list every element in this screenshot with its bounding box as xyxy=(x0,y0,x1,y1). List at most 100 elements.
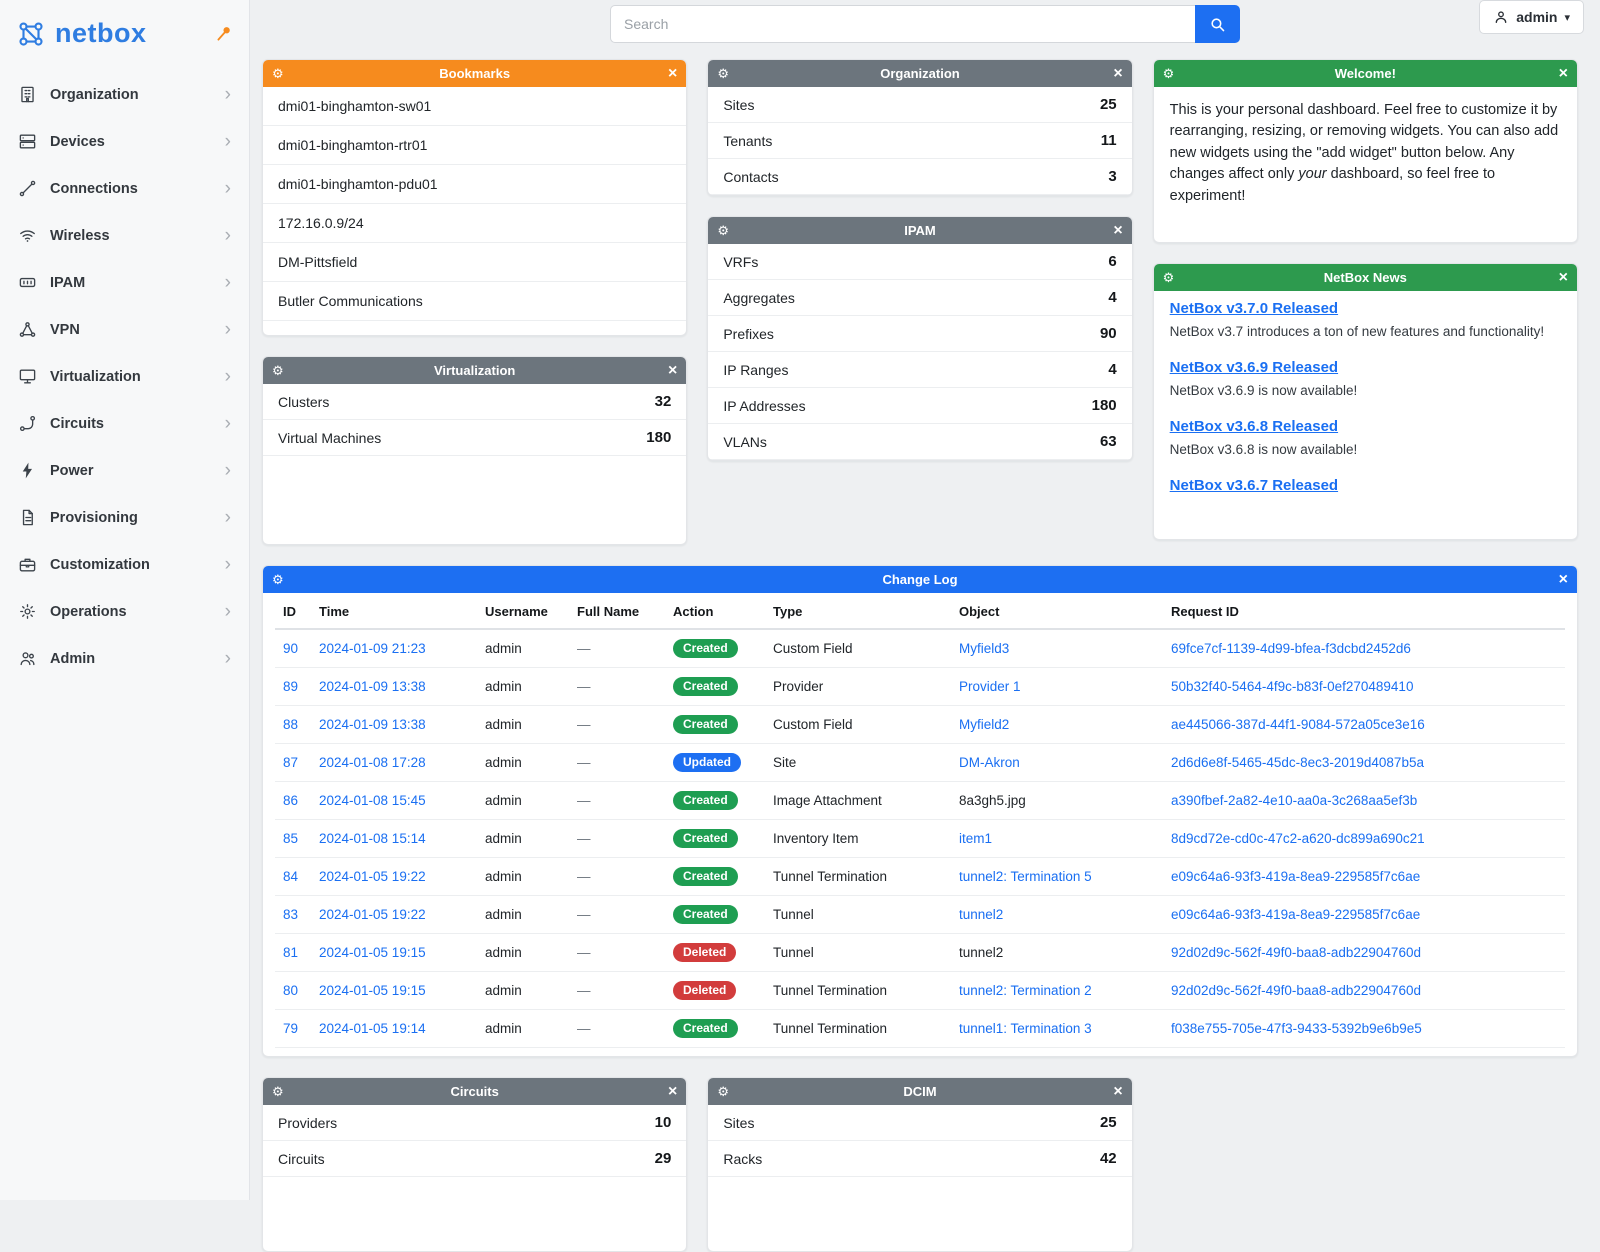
change-time-link[interactable]: 2024-01-08 15:45 xyxy=(319,793,426,808)
change-id-link[interactable]: 87 xyxy=(283,755,299,770)
change-time-link[interactable]: 2024-01-09 13:38 xyxy=(319,679,426,694)
change-time-link[interactable]: 2024-01-08 15:14 xyxy=(319,831,426,846)
sidebar-item-devices[interactable]: Devices › xyxy=(0,118,249,165)
stat-row-sites[interactable]: Sites 25 xyxy=(708,1105,1132,1141)
change-id-link[interactable]: 86 xyxy=(283,793,299,808)
request-id-link[interactable]: e09c64a6-93f3-419a-8ea9-229585f7c6ae xyxy=(1171,907,1421,922)
widget-config-icon[interactable]: ⚙ xyxy=(1162,270,1175,285)
change-object-link[interactable]: DM-Akron xyxy=(959,755,1020,770)
sidebar-item-connections[interactable]: Connections › xyxy=(0,165,249,212)
stat-row-vrfs[interactable]: VRFs 6 xyxy=(708,244,1132,280)
pin-sidebar-icon[interactable] xyxy=(215,25,233,43)
change-id-link[interactable]: 80 xyxy=(283,983,299,998)
widget-close-icon[interactable]: × xyxy=(1558,268,1568,286)
change-id-link[interactable]: 90 xyxy=(283,641,299,656)
stat-row-contacts[interactable]: Contacts 3 xyxy=(708,159,1132,195)
bookmark-item[interactable]: Butler Communications xyxy=(263,282,687,321)
sidebar-item-provisioning[interactable]: Provisioning › xyxy=(0,494,249,541)
sidebar-item-admin[interactable]: Admin › xyxy=(0,635,249,682)
widget-close-icon[interactable]: × xyxy=(667,64,678,82)
request-id-link[interactable]: 69fce7cf-1139-4d99-bfea-f3dcbd2452d6 xyxy=(1171,641,1411,656)
change-id-link[interactable]: 89 xyxy=(283,679,299,694)
stat-row-prefixes[interactable]: Prefixes 90 xyxy=(708,316,1132,352)
change-object-link[interactable]: tunnel2 xyxy=(959,907,1004,922)
netbox-logo-icon[interactable] xyxy=(16,19,46,49)
stat-row-providers[interactable]: Providers 10 xyxy=(263,1105,687,1141)
sidebar-item-circuits[interactable]: Circuits › xyxy=(0,400,249,447)
sidebar-item-organization[interactable]: Organization › xyxy=(0,71,249,118)
stat-row-racks[interactable]: Racks 42 xyxy=(708,1141,1132,1177)
widget-config-icon[interactable]: ⚙ xyxy=(717,66,729,81)
request-id-link[interactable]: 92d02d9c-562f-49f0-baa8-adb22904760d xyxy=(1171,945,1421,960)
bookmark-item[interactable]: DM-Pittsfield xyxy=(263,243,687,282)
news-headline-link[interactable]: NetBox v3.6.7 Released xyxy=(1169,476,1339,494)
change-time-link[interactable]: 2024-01-08 17:28 xyxy=(319,755,426,770)
sidebar-item-wireless[interactable]: Wireless › xyxy=(0,212,249,259)
widget-close-icon[interactable]: × xyxy=(1558,570,1568,588)
stat-row-ip-addresses[interactable]: IP Addresses 180 xyxy=(708,388,1132,424)
request-id-link[interactable]: a390fbef-2a82-4e10-aa0a-3c268aa5ef3b xyxy=(1171,793,1418,808)
change-time-link[interactable]: 2024-01-09 13:38 xyxy=(319,717,426,732)
sidebar-item-ipam[interactable]: IPAM › xyxy=(0,259,249,306)
widget-config-icon[interactable]: ⚙ xyxy=(272,572,284,587)
change-id-link[interactable]: 83 xyxy=(283,907,299,922)
bookmark-item[interactable]: 172.16.0.9/24 xyxy=(263,204,687,243)
change-time-link[interactable]: 2024-01-05 19:22 xyxy=(319,869,426,884)
bookmark-item[interactable]: dmi01-binghamton-rtr01 xyxy=(263,126,687,165)
change-object-link[interactable]: item1 xyxy=(959,831,993,846)
change-id-link[interactable]: 84 xyxy=(283,869,299,884)
request-id-link[interactable]: 92d02d9c-562f-49f0-baa8-adb22904760d xyxy=(1171,983,1421,998)
widget-config-icon[interactable]: ⚙ xyxy=(272,363,284,378)
request-id-link[interactable]: 50b32f40-5464-4f9c-b83f-0ef270489410 xyxy=(1171,679,1414,694)
sidebar-item-vpn[interactable]: VPN › xyxy=(0,306,249,353)
search-input[interactable] xyxy=(610,5,1195,43)
user-menu[interactable]: admin ▾ xyxy=(1479,0,1584,34)
widget-close-icon[interactable]: × xyxy=(1113,64,1123,82)
brand-name[interactable]: netbox xyxy=(55,18,147,48)
widget-close-icon[interactable]: × xyxy=(667,361,678,379)
stat-row-virtual-machines[interactable]: Virtual Machines 180 xyxy=(263,420,687,456)
bookmark-item[interactable]: dmi01-binghamton-sw01 xyxy=(263,87,687,126)
bookmark-item[interactable]: dmi01-binghamton-pdu01 xyxy=(263,165,687,204)
request-id-link[interactable]: f038e755-705e-47f3-9433-5392b9e6b9e5 xyxy=(1171,1021,1422,1036)
change-id-link[interactable]: 85 xyxy=(283,831,299,846)
change-time-link[interactable]: 2024-01-05 19:14 xyxy=(319,1021,426,1036)
sidebar-item-customization[interactable]: Customization › xyxy=(0,541,249,588)
change-object-link[interactable]: tunnel1: Termination 3 xyxy=(959,1021,1092,1036)
stat-row-tenants[interactable]: Tenants 11 xyxy=(708,123,1132,159)
stat-row-aggregates[interactable]: Aggregates 4 xyxy=(708,280,1132,316)
widget-config-icon[interactable]: ⚙ xyxy=(1162,66,1175,81)
change-object-link[interactable]: Provider 1 xyxy=(959,679,1021,694)
stat-row-circuits[interactable]: Circuits 29 xyxy=(263,1141,687,1177)
change-id-link[interactable]: 81 xyxy=(283,945,299,960)
change-object-link[interactable]: Myfield2 xyxy=(959,717,1010,732)
change-id-link[interactable]: 79 xyxy=(283,1021,299,1036)
widget-close-icon[interactable]: × xyxy=(1113,1082,1123,1100)
widget-close-icon[interactable]: × xyxy=(1113,221,1123,239)
news-headline-link[interactable]: NetBox v3.6.8 Released xyxy=(1169,417,1339,435)
change-time-link[interactable]: 2024-01-05 19:15 xyxy=(319,945,426,960)
sidebar-item-power[interactable]: Power › xyxy=(0,447,249,494)
change-object-link[interactable]: tunnel2: Termination 5 xyxy=(959,869,1092,884)
widget-config-icon[interactable]: ⚙ xyxy=(717,223,729,238)
request-id-link[interactable]: 8d9cd72e-cd0c-47c2-a620-dc899a690c21 xyxy=(1171,831,1425,846)
widget-config-icon[interactable]: ⚙ xyxy=(272,1084,284,1099)
widget-config-icon[interactable]: ⚙ xyxy=(717,1084,729,1099)
request-id-link[interactable]: 2d6d6e8f-5465-45dc-8ec3-2019d4087b5a xyxy=(1171,755,1424,770)
change-time-link[interactable]: 2024-01-09 21:23 xyxy=(319,641,426,656)
change-time-link[interactable]: 2024-01-05 19:22 xyxy=(319,907,426,922)
search-button[interactable] xyxy=(1195,5,1240,43)
change-object-link[interactable]: Myfield3 xyxy=(959,641,1010,656)
request-id-link[interactable]: e09c64a6-93f3-419a-8ea9-229585f7c6ae xyxy=(1171,869,1421,884)
stat-row-ip-ranges[interactable]: IP Ranges 4 xyxy=(708,352,1132,388)
widget-close-icon[interactable]: × xyxy=(1558,64,1568,82)
widget-close-icon[interactable]: × xyxy=(667,1082,678,1100)
sidebar-item-virtualization[interactable]: Virtualization › xyxy=(0,353,249,400)
news-headline-link[interactable]: NetBox v3.7.0 Released xyxy=(1169,300,1339,317)
stat-row-clusters[interactable]: Clusters 32 xyxy=(263,384,687,420)
change-object-link[interactable]: tunnel2: Termination 2 xyxy=(959,983,1092,998)
change-time-link[interactable]: 2024-01-05 19:15 xyxy=(319,983,426,998)
news-headline-link[interactable]: NetBox v3.6.9 Released xyxy=(1169,358,1339,376)
request-id-link[interactable]: ae445066-387d-44f1-9084-572a05ce3e16 xyxy=(1171,717,1425,732)
widget-config-icon[interactable]: ⚙ xyxy=(272,66,284,81)
